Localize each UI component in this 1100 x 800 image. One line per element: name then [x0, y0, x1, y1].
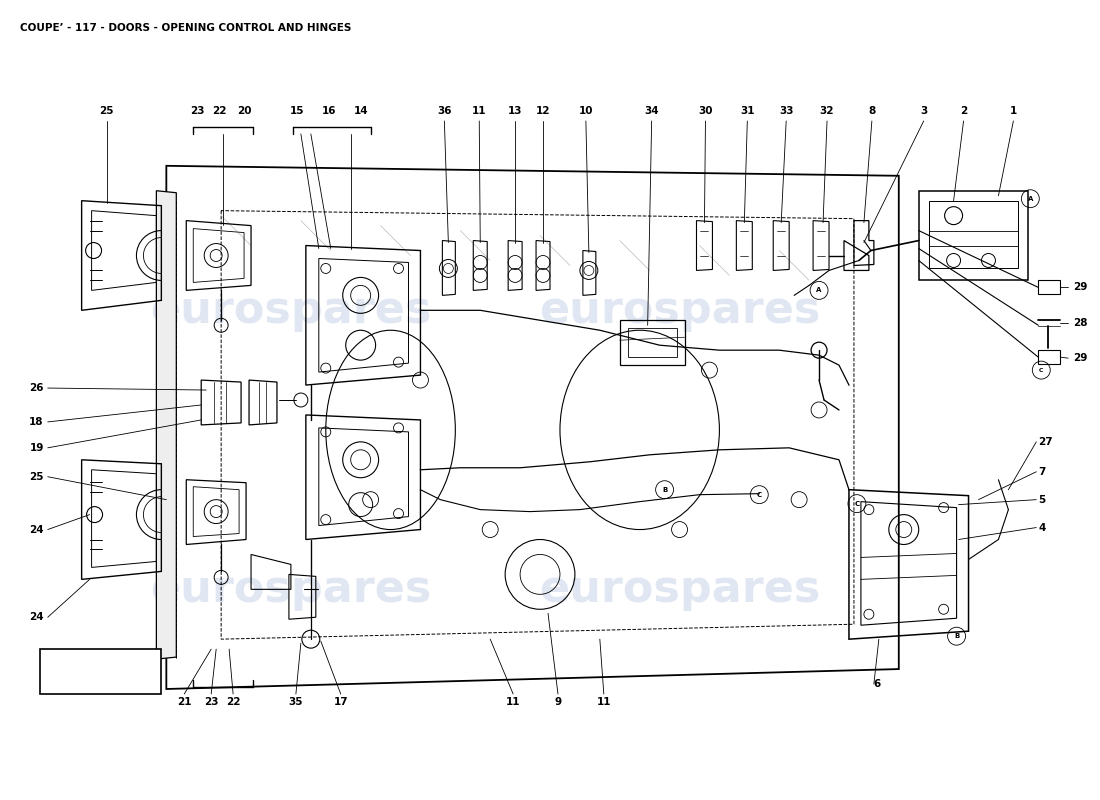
Text: C: C: [757, 492, 762, 498]
Text: 25: 25: [99, 106, 113, 116]
Text: 19: 19: [30, 443, 44, 453]
Text: 15: 15: [289, 106, 304, 116]
Text: 35: 35: [288, 697, 304, 707]
Text: 4: 4: [1038, 522, 1046, 533]
Text: 29: 29: [1074, 282, 1088, 292]
Text: 25: 25: [30, 472, 44, 482]
Text: 23: 23: [204, 697, 219, 707]
Text: A: A: [816, 287, 822, 294]
Text: 10: 10: [579, 106, 593, 116]
Text: 31: 31: [740, 106, 755, 116]
Text: 13: 13: [508, 106, 522, 116]
Text: 2: 2: [960, 106, 967, 116]
Text: 26: 26: [30, 383, 44, 393]
Text: eurospares: eurospares: [539, 289, 821, 332]
Polygon shape: [40, 649, 162, 694]
Text: 22: 22: [212, 106, 227, 116]
Text: 36: 36: [437, 106, 452, 116]
Text: 7: 7: [1038, 466, 1046, 477]
Text: 27: 27: [1038, 437, 1053, 447]
Text: 20: 20: [236, 106, 251, 116]
Text: C: C: [1040, 368, 1044, 373]
Text: 17: 17: [333, 697, 348, 707]
Text: 8: 8: [868, 106, 876, 116]
Text: 28: 28: [1074, 318, 1088, 328]
Text: 3: 3: [920, 106, 927, 116]
Text: eurospares: eurospares: [151, 568, 431, 611]
Text: 5: 5: [1038, 494, 1045, 505]
Text: 23: 23: [190, 106, 205, 116]
Text: 34: 34: [645, 106, 659, 116]
Text: 18: 18: [30, 417, 44, 427]
Text: 11: 11: [596, 697, 612, 707]
Text: 24: 24: [29, 612, 44, 622]
Text: 11: 11: [506, 697, 520, 707]
Text: 11: 11: [472, 106, 486, 116]
Text: 16: 16: [321, 106, 336, 116]
Text: 29: 29: [1074, 353, 1088, 363]
Text: 1: 1: [1010, 106, 1018, 116]
Text: 22: 22: [226, 697, 241, 707]
Text: COUPE’ - 117 - DOORS - OPENING CONTROL AND HINGES: COUPE’ - 117 - DOORS - OPENING CONTROL A…: [20, 23, 351, 34]
Text: A: A: [1027, 196, 1033, 202]
Text: 30: 30: [698, 106, 713, 116]
Text: 9: 9: [554, 697, 561, 707]
Text: 32: 32: [820, 106, 834, 116]
Text: eurospares: eurospares: [539, 568, 821, 611]
Text: C: C: [855, 501, 859, 506]
Text: 6: 6: [873, 679, 881, 689]
Text: B: B: [662, 486, 668, 493]
Text: 21: 21: [177, 697, 191, 707]
Text: 14: 14: [353, 106, 369, 116]
Text: 12: 12: [536, 106, 550, 116]
Text: 24: 24: [29, 525, 44, 534]
Text: B: B: [954, 633, 959, 639]
Polygon shape: [156, 190, 176, 659]
Text: eurospares: eurospares: [151, 289, 431, 332]
Text: 33: 33: [779, 106, 793, 116]
